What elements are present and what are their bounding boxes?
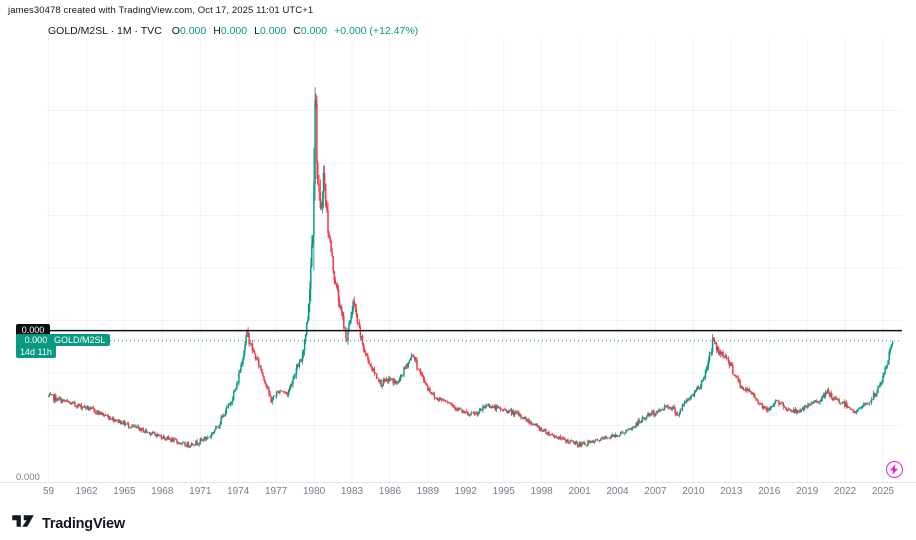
- time-axis-label: 1992: [454, 486, 477, 497]
- time-axis-label: 2025: [871, 486, 895, 497]
- close-readout: C 0.000: [293, 25, 327, 37]
- high-readout: H 0.000: [213, 25, 247, 37]
- high-value: 0.000: [220, 25, 248, 37]
- lightning-bolt-icon: [890, 464, 899, 475]
- low-value: 0.000: [259, 25, 287, 37]
- ohlc-readout: O 0.000 H 0.000 L 0.000 C 0.000 +0.000 (+12.…: [172, 25, 418, 37]
- last-price-badge: 0.000 14d 11h: [16, 334, 56, 359]
- time-axis-label: 2001: [568, 486, 591, 497]
- tradingview-logo-text[interactable]: TradingView: [42, 515, 125, 532]
- time-axis-label: 59: [42, 486, 55, 497]
- time-axis-label: 1989: [416, 486, 439, 497]
- footer-brand: TradingView: [10, 511, 125, 536]
- last-price-value: 0.000: [24, 335, 48, 346]
- time-axis-label: 2004: [606, 486, 629, 497]
- close-label: C: [293, 25, 301, 37]
- bar-countdown: 14d 11h: [20, 347, 52, 358]
- time-axis-label: 2016: [758, 486, 781, 497]
- time-axis-label: 1980: [302, 486, 326, 497]
- series-label-tag[interactable]: GOLD/M2SL: [50, 334, 110, 347]
- change-value: +0.000 (+12.47%): [334, 25, 419, 37]
- time-axis-label: 1998: [530, 486, 553, 497]
- time-axis-label: 2019: [796, 486, 819, 497]
- time-axis-label: 1968: [151, 486, 174, 497]
- time-axis[interactable]: 59 1962 1965 1968 1971 1974 1977 1980 1983 1986 19…: [0, 486, 916, 500]
- low-readout: L 0.000: [254, 25, 286, 37]
- hline-price-badge: 0.000: [16, 324, 50, 337]
- chart-legend: GOLD/M2SL · 1M · TVC O 0.000 H 0.000 L 0.00…: [48, 25, 418, 37]
- time-axis-label: 2013: [720, 486, 743, 497]
- time-axis-label: 2010: [682, 486, 705, 497]
- time-axis-label: 2007: [644, 486, 667, 497]
- attribution-text: james30478 created with TradingView.com,…: [8, 5, 314, 16]
- time-axis-label: 1965: [113, 486, 136, 497]
- time-axis-label: 1983: [340, 486, 364, 497]
- time-axis-label: 1986: [378, 486, 402, 497]
- time-axis-label: 2022: [833, 486, 857, 497]
- low-label: L: [254, 25, 260, 37]
- symbol-title[interactable]: GOLD/M2SL · 1M · TVC: [48, 25, 162, 37]
- price-axis-zero-label: 0.000: [16, 472, 40, 483]
- open-readout: O 0.000: [172, 25, 206, 37]
- time-axis-label: 1974: [227, 486, 250, 497]
- open-value: 0.000: [179, 25, 207, 37]
- time-axis-label: 1995: [492, 486, 515, 497]
- time-axis-label: 1962: [75, 486, 98, 497]
- close-value: 0.000: [300, 25, 328, 37]
- tradingview-logo-icon[interactable]: [10, 511, 36, 536]
- time-axis-label: 1977: [264, 486, 288, 497]
- high-label: H: [213, 25, 221, 37]
- boost-icon[interactable]: [886, 461, 903, 478]
- time-axis-label: 1971: [189, 486, 212, 497]
- open-label: O: [171, 25, 180, 37]
